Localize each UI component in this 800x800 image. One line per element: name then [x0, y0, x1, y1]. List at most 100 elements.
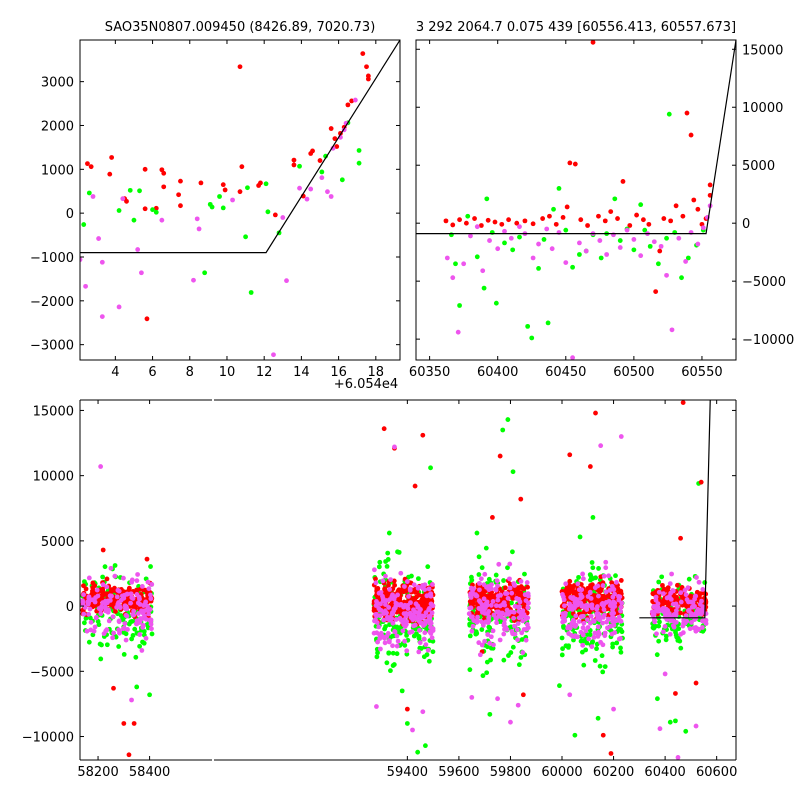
data-point	[476, 572, 482, 577]
y-tick-label: −5000	[742, 275, 786, 290]
data-point	[600, 620, 605, 626]
data-point	[430, 649, 436, 655]
data-point	[133, 654, 139, 660]
data-point	[416, 649, 422, 655]
data-point	[673, 203, 679, 209]
data-point	[618, 588, 624, 594]
data-point	[280, 215, 286, 220]
data-point	[402, 584, 407, 589]
data-point	[411, 623, 416, 629]
data-point	[88, 164, 94, 170]
data-point	[516, 615, 522, 621]
x-tick-label: 60350	[409, 365, 450, 380]
data-point	[83, 586, 89, 592]
data-point	[618, 645, 623, 651]
data-point	[510, 596, 516, 601]
data-point	[591, 635, 597, 640]
data-point	[420, 432, 426, 438]
data-point	[120, 196, 126, 202]
data-point	[494, 578, 500, 584]
data-point	[512, 583, 517, 588]
data-point	[477, 652, 483, 658]
y-tick-label: 10000	[33, 470, 74, 485]
data-point	[284, 278, 289, 284]
data-point	[444, 255, 450, 261]
data-point	[502, 591, 508, 596]
data-point	[423, 642, 429, 648]
data-point	[693, 723, 699, 729]
data-point	[136, 594, 142, 600]
data-point	[566, 644, 571, 650]
data-point	[589, 575, 594, 581]
data-point	[116, 644, 122, 649]
data-point	[106, 598, 111, 604]
data-point	[147, 607, 153, 612]
data-point	[99, 592, 105, 598]
model-line	[416, 40, 736, 235]
data-point	[560, 592, 565, 597]
data-point	[561, 597, 567, 603]
data-point	[411, 633, 417, 639]
data-point	[291, 162, 297, 168]
data-point	[663, 633, 669, 639]
data-point	[98, 611, 104, 617]
data-point	[150, 207, 155, 213]
data-point	[131, 721, 137, 726]
data-point	[618, 649, 624, 655]
data-point	[594, 646, 599, 652]
data-point	[394, 633, 400, 639]
data-point	[121, 721, 127, 726]
data-point	[390, 643, 395, 649]
data-point	[487, 711, 493, 717]
data-point	[135, 600, 141, 606]
data-point	[587, 603, 593, 609]
data-point	[654, 696, 660, 702]
data-point	[618, 604, 624, 610]
data-point	[577, 534, 583, 540]
y-tick-label: 1000	[41, 163, 74, 178]
data-point	[116, 600, 121, 605]
data-point	[657, 248, 663, 254]
data-point	[495, 246, 501, 252]
data-point	[373, 576, 378, 582]
data-point	[443, 218, 449, 224]
y-tick-label: 15000	[33, 404, 74, 419]
data-point	[631, 237, 637, 242]
data-point	[476, 554, 482, 560]
data-point	[265, 209, 271, 215]
data-point	[145, 579, 151, 585]
y-tick-label: 0	[66, 207, 74, 222]
data-point	[404, 619, 410, 624]
data-point	[603, 589, 609, 595]
data-point	[569, 620, 575, 626]
data-point	[105, 609, 111, 615]
data-point	[198, 180, 204, 186]
data-point	[595, 633, 601, 639]
data-point	[609, 611, 615, 617]
data-point	[509, 590, 515, 596]
data-point	[683, 613, 689, 619]
data-point	[474, 630, 480, 636]
data-point	[589, 644, 595, 649]
data-point	[487, 640, 493, 646]
data-point	[656, 638, 662, 644]
data-point	[465, 213, 471, 219]
data-point	[551, 206, 556, 212]
data-point	[492, 219, 498, 225]
data-point	[128, 591, 134, 597]
data-point	[116, 618, 122, 624]
data-point	[612, 196, 618, 202]
data-point	[509, 600, 514, 606]
data-point	[113, 609, 118, 614]
data-point	[148, 596, 154, 602]
data-point	[135, 247, 141, 252]
data-point	[427, 629, 433, 635]
data-point	[430, 603, 436, 609]
x-tick-label: 6	[148, 365, 156, 380]
data-point	[515, 702, 521, 708]
data-point	[142, 587, 148, 593]
data-point	[334, 144, 340, 149]
data-point	[694, 608, 700, 614]
y-tick-label: −2000	[30, 295, 74, 310]
data-point	[557, 683, 562, 689]
